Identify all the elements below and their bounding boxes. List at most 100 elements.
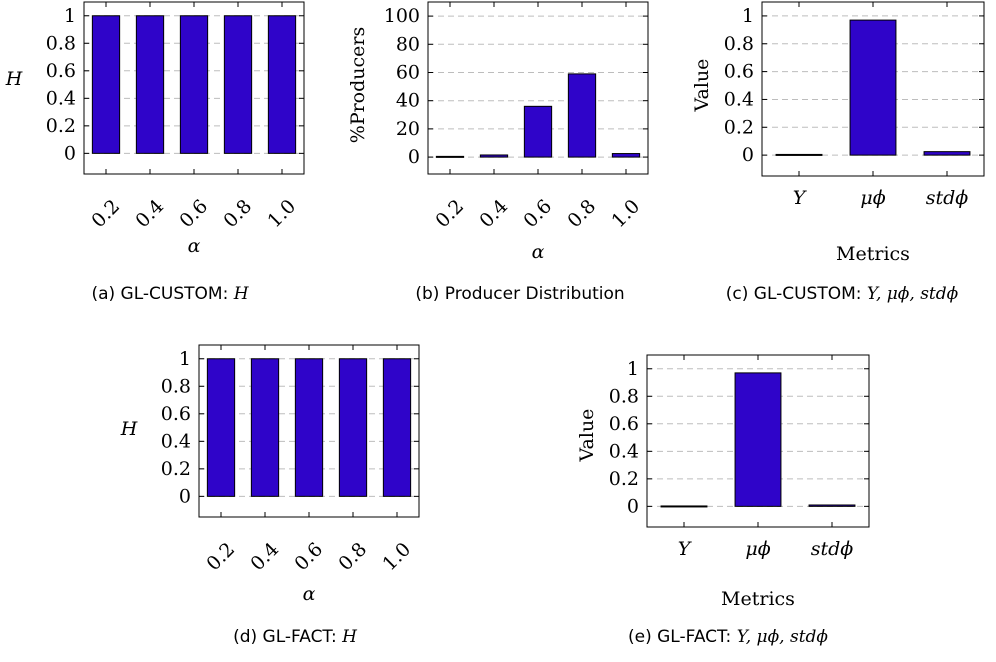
bar-0.6 (523, 105, 553, 158)
y-tick-label: 100 (384, 5, 420, 27)
chart-panel-d: 0 0.2 0.4 0.6 0.8 1 0.2 0.4 0.6 0.8 1.0 α H (d) GL-F… (115, 343, 435, 653)
x-tick-label: 0.2 (431, 195, 468, 232)
y-tick-label: 0.2 (161, 458, 191, 480)
y-tick-label: 0.6 (161, 403, 191, 425)
caption-e-math: Y, μϕ, stdϕ (736, 627, 828, 647)
caption-c-math: Y, μϕ, stdϕ (866, 284, 959, 304)
x-tick-label: 0.8 (334, 538, 371, 575)
x-tick-label: 0.6 (175, 195, 212, 232)
chart-svg-b: 0 20 40 60 80 100 0.2 0.4 0.6 0.8 1.0 α %Producers (347, 1, 649, 263)
bar-0.4 (135, 15, 165, 154)
y-tick-label: 0 (64, 142, 76, 164)
y-tick-label: 0.4 (161, 430, 191, 452)
x-tick-label: stdϕ (811, 538, 854, 560)
y-tick-label: 0.6 (724, 61, 754, 83)
y-tick-label: 0 (408, 146, 420, 168)
caption-c: (c) GL-CUSTOM: Y, μϕ, stdϕ (688, 284, 996, 304)
bar-0.8 (338, 358, 368, 497)
x-axis-title: Metrics (836, 243, 910, 265)
y-tick-label: 60 (396, 61, 420, 83)
y-axis-title: Value (576, 409, 598, 463)
x-tick-label: 1.0 (607, 195, 644, 232)
y-tick-label: 0.4 (724, 88, 754, 110)
x-tick-label: Y (678, 538, 693, 560)
y-tick-label: 1 (179, 348, 191, 370)
x-axis-title: α (303, 583, 316, 605)
bar-μϕ (849, 19, 897, 156)
x-tick-label: 0.8 (219, 195, 256, 232)
bar-1.0 (611, 153, 641, 158)
x-axis-title: α (532, 241, 545, 263)
y-tick-label: 0 (627, 495, 639, 517)
x-tick-label: μϕ (745, 538, 770, 560)
bar-0.6 (179, 15, 209, 154)
y-tick-label: 80 (396, 33, 420, 55)
bar-Y (775, 153, 823, 156)
chart-svg-d: 00.20.40.60.810.2 0.4 0.6 0.8 1.0αH (120, 344, 420, 605)
bar-0.2 (206, 358, 236, 497)
y-tick-label: 20 (396, 118, 420, 140)
y-tick-label: 1 (742, 5, 754, 27)
y-tick-label: 40 (396, 90, 420, 112)
y-tick-label: 1 (627, 358, 639, 380)
y-tick-label: 0.6 (609, 413, 639, 435)
y-tick-label: 0.8 (609, 385, 639, 407)
y-tick-label: 0.2 (724, 116, 754, 138)
y-tick-label: 0 (742, 144, 754, 166)
y-tick-label: 0.8 (46, 32, 76, 54)
y-tick-label: 0.2 (609, 468, 639, 490)
caption-d: (d) GL-FACT: H (175, 627, 415, 647)
y-tick-label: 0.8 (161, 375, 191, 397)
chart-svg-c: 0 0.2 0.4 0.6 0.8 1 Y μϕ stdϕ Metrics Value (691, 1, 985, 265)
x-tick-label: 0.6 (519, 195, 556, 232)
chart-svg-a: 00.20.40.60.810.2 0.4 0.6 0.8 1.0αH (5, 1, 305, 257)
caption-e-prefix: (e) GL-FACT: (628, 627, 737, 647)
x-axis-title: α (188, 235, 201, 257)
caption-c-prefix: (c) GL-CUSTOM: (725, 284, 867, 304)
chart-panel-b: 0 20 40 60 80 100 0.2 0.4 0.6 0.8 1.0 α %Producers (… (340, 0, 660, 310)
bar-0.8 (567, 73, 597, 158)
caption-b-prefix: (b) Producer Distribution (415, 284, 625, 304)
x-tick-label: 0.4 (131, 195, 168, 232)
bar-1.0 (382, 358, 412, 497)
x-tick-label: 0.6 (290, 538, 327, 575)
bar-Y (660, 505, 708, 508)
bar-0.8 (223, 15, 253, 154)
caption-a-math: H (233, 284, 249, 304)
x-tick-label: 0.4 (475, 195, 512, 232)
bar-stdϕ (923, 151, 971, 156)
y-tick-label: 0.8 (724, 33, 754, 55)
y-tick-label: 1 (64, 5, 76, 27)
x-tick-label: 0.4 (246, 538, 283, 575)
caption-b: (b) Producer Distribution (380, 284, 660, 304)
x-tick-label: 0.8 (563, 195, 600, 232)
y-tick-label: 0.6 (46, 60, 76, 82)
y-tick-label: 0.2 (46, 115, 76, 137)
bar-0.4 (479, 154, 509, 158)
bar-stdϕ (808, 504, 856, 507)
x-tick-label: Y (793, 187, 808, 209)
caption-d-math: H (342, 627, 357, 647)
caption-d-prefix: (d) GL-FACT: (233, 627, 343, 647)
y-tick-label: 0.4 (609, 440, 639, 462)
caption-a-prefix: (a) GL-CUSTOM: (91, 284, 234, 304)
y-axis-title: Value (691, 59, 713, 113)
x-tick-label: 0.2 (202, 538, 239, 575)
chart-panel-a: 0 0.2 0.4 0.6 0.8 1 0.2 0.4 0.6 0.8 1.0 α H (a) GL-C… (0, 0, 320, 310)
bar-μϕ (734, 372, 782, 507)
x-axis-title: Metrics (721, 588, 795, 610)
bar-0.2 (435, 155, 465, 158)
chart-svg-e: 0 0.2 0.4 0.6 0.8 1 Y μϕ stdϕ Metrics Value (576, 354, 870, 610)
y-axis-title: %Producers (347, 27, 369, 143)
x-tick-label: 1.0 (378, 538, 415, 575)
bar-0.2 (91, 15, 121, 154)
bar-0.6 (294, 358, 324, 497)
x-tick-label: stdϕ (926, 187, 969, 209)
y-tick-label: 0 (179, 485, 191, 507)
bar-0.4 (250, 358, 280, 497)
y-axis-title: H (5, 68, 23, 90)
bar-1.0 (267, 15, 297, 154)
y-axis-title: H (120, 418, 138, 440)
